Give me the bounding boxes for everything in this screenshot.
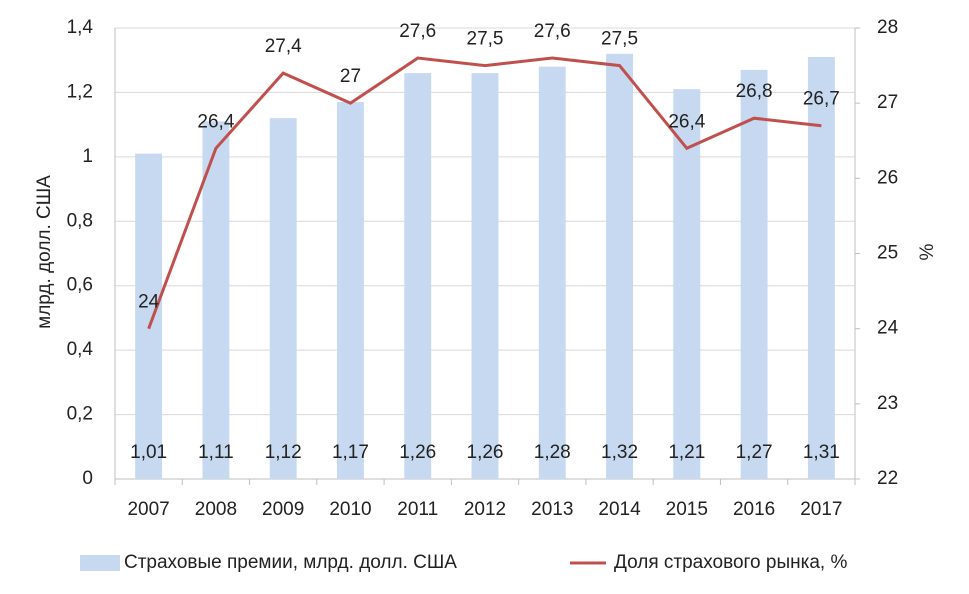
data-label: 24 xyxy=(138,292,160,313)
bar xyxy=(269,118,297,479)
y-tick-label: 1 xyxy=(82,146,93,167)
y-tick-label: 0,6 xyxy=(67,275,93,296)
x-tick-label: 2012 xyxy=(464,499,506,520)
y2-tick-label: 26 xyxy=(877,167,898,188)
bar xyxy=(740,69,768,479)
x-tick-label: 2007 xyxy=(127,499,169,520)
y2-tick-label: 27 xyxy=(877,92,898,113)
bar xyxy=(673,89,701,479)
line xyxy=(147,56,822,330)
x-tick-label: 2017 xyxy=(800,499,842,520)
bar xyxy=(337,102,364,479)
y2-tick-label: 28 xyxy=(877,17,898,38)
data-label: 1,21 xyxy=(668,442,705,463)
data-label: 1,28 xyxy=(534,442,571,463)
y-axis-title: млрд. долл. США xyxy=(34,175,55,329)
data-label: 26,7 xyxy=(803,89,840,110)
bar xyxy=(807,56,835,479)
x-tick-label: 2008 xyxy=(195,499,237,520)
legend-label: Доля страхового рынка, % xyxy=(614,552,847,573)
y-tick-label: 1,4 xyxy=(67,17,94,38)
data-label: 27,6 xyxy=(399,21,436,42)
bar xyxy=(404,73,432,479)
data-label: 26,4 xyxy=(197,111,234,132)
y-tick-label: 0,4 xyxy=(67,339,94,360)
y-tick-label: 0,8 xyxy=(67,210,93,231)
y2-tick-label: 24 xyxy=(877,318,899,339)
data-label: 1,27 xyxy=(736,442,773,463)
data-label: 27,6 xyxy=(534,21,571,42)
x-tick-label: 2014 xyxy=(598,499,641,520)
data-label: 26,8 xyxy=(736,81,773,102)
data-label: 1,31 xyxy=(803,442,840,463)
y-tick-label: 1,2 xyxy=(67,81,93,102)
bar xyxy=(202,121,230,480)
y2-axis-title: % xyxy=(917,243,938,260)
x-tick-label: 2011 xyxy=(397,499,438,520)
x-tick-label: 2015 xyxy=(666,499,708,520)
bar xyxy=(606,53,633,480)
data-label: 27 xyxy=(340,66,361,87)
data-label: 1,26 xyxy=(399,442,436,463)
x-tick-label: 2010 xyxy=(329,499,371,520)
data-label: 1,17 xyxy=(332,442,369,463)
data-label: 27,5 xyxy=(601,29,638,50)
y-tick-label: 0 xyxy=(82,468,93,489)
legend-label: Страховые премии, млрд. долл. США xyxy=(124,552,457,573)
x-tick-label: 2013 xyxy=(531,499,573,520)
y-tick-label: 0,2 xyxy=(67,404,93,425)
y2-tick-label: 23 xyxy=(877,393,898,414)
data-label: 1,11 xyxy=(198,442,234,463)
x-tick-label: 2009 xyxy=(262,499,304,520)
y2-tick-label: 22 xyxy=(877,468,898,489)
data-label: 1,12 xyxy=(265,442,302,463)
bar xyxy=(471,73,499,479)
bar xyxy=(538,66,566,480)
data-label: 1,01 xyxy=(130,442,167,463)
x-tick-label: 2016 xyxy=(733,499,775,520)
legend-swatch xyxy=(80,555,120,571)
data-label: 27,5 xyxy=(467,29,504,50)
bar xyxy=(135,153,163,479)
y2-tick-label: 25 xyxy=(877,243,898,264)
data-label: 27,4 xyxy=(265,36,302,57)
data-label: 1,26 xyxy=(467,442,504,463)
data-label: 1,32 xyxy=(601,442,638,463)
data-label: 26,4 xyxy=(668,111,705,132)
